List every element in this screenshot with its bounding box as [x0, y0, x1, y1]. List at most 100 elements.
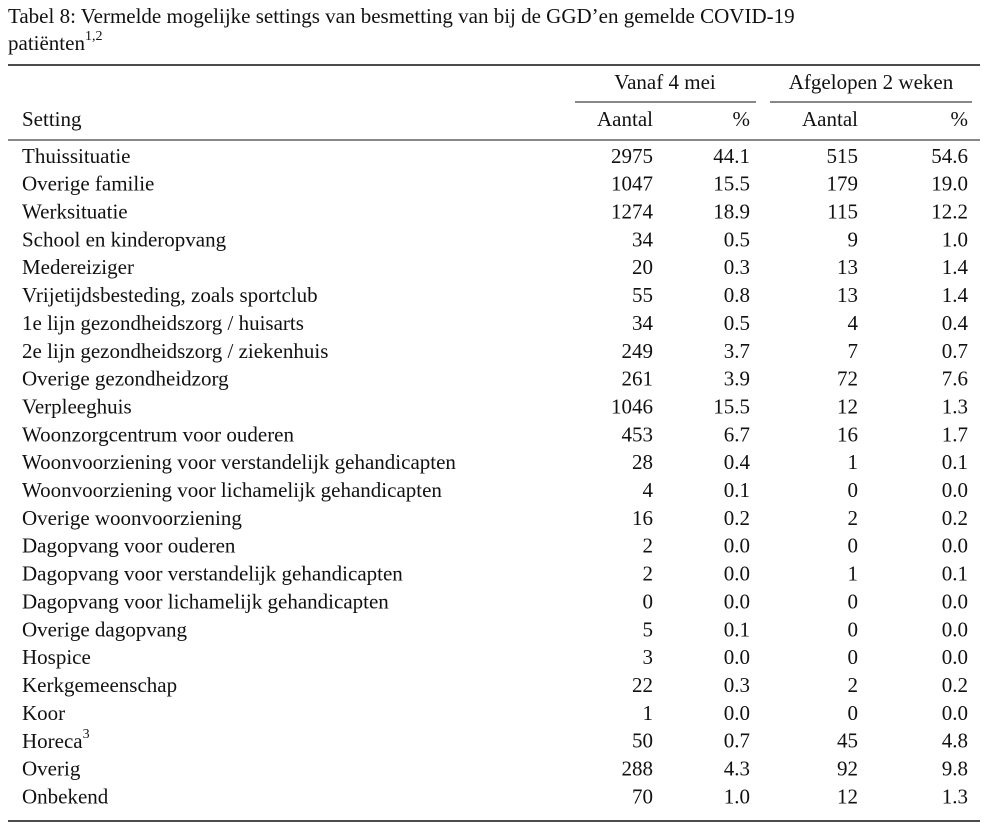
cell: 34: [632, 311, 654, 335]
caption: patiënten1,2: [8, 29, 102, 55]
row-label: Woonvoorziening voor lichamelijk gehandi…: [22, 478, 442, 502]
cell: 0: [848, 617, 859, 641]
cell: 0.8: [724, 283, 750, 307]
cell: 0: [848, 645, 859, 669]
cell: 6.7: [724, 422, 750, 446]
row-label: Dagopvang voor ouderen: [22, 534, 236, 558]
cell: 12.2: [931, 200, 968, 224]
cell: 0.7: [724, 729, 750, 753]
row-label: Woonvoorziening voor verstandelijk gehan…: [22, 450, 456, 474]
group-header: Afgelopen 2 weken: [789, 70, 954, 94]
cell: 0.1: [724, 617, 750, 641]
column-header: Aantal: [802, 107, 858, 131]
caption-sup: 1,2: [85, 29, 103, 44]
cell: 0.0: [724, 534, 750, 558]
cell: 16: [837, 422, 858, 446]
cell: 3.7: [724, 339, 750, 363]
cell: 16: [632, 506, 653, 530]
cell: 1.0: [942, 227, 968, 251]
cell: 1274: [611, 200, 654, 224]
cell: 0.0: [724, 562, 750, 586]
cell: 45: [837, 729, 858, 753]
cell: 13: [837, 255, 858, 279]
cell: 0.2: [942, 673, 968, 697]
row-label: Overige dagopvang: [22, 617, 188, 641]
row-label-text: Horeca: [22, 729, 83, 753]
caption: Tabel 8: Vermelde mogelijke settings van…: [8, 4, 795, 28]
row-label: Overige woonvoorziening: [22, 506, 242, 530]
cell: 0.1: [724, 478, 750, 502]
cell: 2: [848, 506, 859, 530]
cell: 4.3: [724, 757, 750, 781]
column-header: Setting: [22, 107, 82, 131]
cell: 0.3: [724, 673, 750, 697]
cell: 4: [848, 311, 859, 335]
cell: 5: [643, 617, 654, 641]
row-label: Dagopvang voor lichamelijk gehandicapten: [22, 589, 389, 613]
row-label-sup: 3: [83, 727, 90, 742]
cell: 0.2: [724, 506, 750, 530]
cell: 0.0: [724, 701, 750, 725]
cell: 0.4: [942, 311, 969, 335]
row-label: Koor: [22, 701, 65, 725]
cell: 249: [622, 339, 654, 363]
row-label: Verpleeghuis: [22, 394, 132, 418]
row-label: Overige familie: [22, 172, 154, 196]
cell: 4: [643, 478, 654, 502]
row-label: 1e lijn gezondheidszorg / huisarts: [22, 311, 304, 335]
column-header: Aantal: [597, 107, 653, 131]
row-label: Horeca3: [22, 727, 90, 753]
row-label: Werksituatie: [22, 200, 128, 224]
row-label: Onbekend: [22, 784, 109, 808]
cell: 1: [643, 701, 654, 725]
caption-text: patiënten: [8, 31, 85, 55]
cell: 15.5: [713, 394, 750, 418]
cell: 288: [622, 757, 654, 781]
cell: 28: [632, 450, 653, 474]
cell: 3.9: [724, 367, 750, 391]
cell: 0: [643, 589, 654, 613]
cell: 0.0: [942, 701, 968, 725]
cell: 12: [837, 394, 858, 418]
cell: 2: [643, 534, 654, 558]
cell: 1.4: [942, 255, 969, 279]
cell: 1.0: [724, 784, 750, 808]
cell: 19.0: [931, 172, 968, 196]
cell: 0: [848, 478, 859, 502]
cell: 9.8: [942, 757, 968, 781]
cell: 0.7: [942, 339, 968, 363]
group-header: Vanaf 4 mei: [614, 70, 716, 94]
cell: 4.8: [942, 729, 968, 753]
cell: 0.0: [942, 589, 968, 613]
row-label: Hospice: [22, 645, 91, 669]
row-label: School en kinderopvang: [22, 227, 227, 251]
cell: 54.6: [931, 144, 968, 168]
cell: 13: [837, 283, 858, 307]
cell: 0.0: [942, 645, 968, 669]
cell: 0.5: [724, 227, 750, 251]
cell: 9: [848, 227, 859, 251]
cell: 0.0: [724, 645, 750, 669]
cell: 55: [632, 283, 653, 307]
cell: 34: [632, 227, 654, 251]
cell: 1.3: [942, 394, 968, 418]
cell: 0.3: [724, 255, 750, 279]
cell: 7.6: [942, 367, 968, 391]
row-label: Thuissituatie: [22, 144, 131, 168]
cell: 44.1: [713, 144, 750, 168]
cell: 0.1: [942, 450, 968, 474]
row-label: 2e lijn gezondheidszorg / ziekenhuis: [22, 339, 328, 363]
cell: 50: [632, 729, 653, 753]
row-label: Medereiziger: [22, 255, 134, 279]
cell: 22: [632, 673, 653, 697]
cell: 1: [848, 450, 859, 474]
row-label: Overige gezondheidzorg: [22, 367, 229, 391]
cell: 0.0: [724, 589, 750, 613]
cell: 1.4: [942, 283, 969, 307]
row-label: Vrijetijdsbesteding, zoals sportclub: [22, 283, 318, 307]
row-label: Dagopvang voor verstandelijk gehandicapt…: [22, 562, 403, 586]
cell: 453: [622, 422, 654, 446]
cell: 515: [827, 144, 859, 168]
column-header: %: [733, 107, 751, 131]
